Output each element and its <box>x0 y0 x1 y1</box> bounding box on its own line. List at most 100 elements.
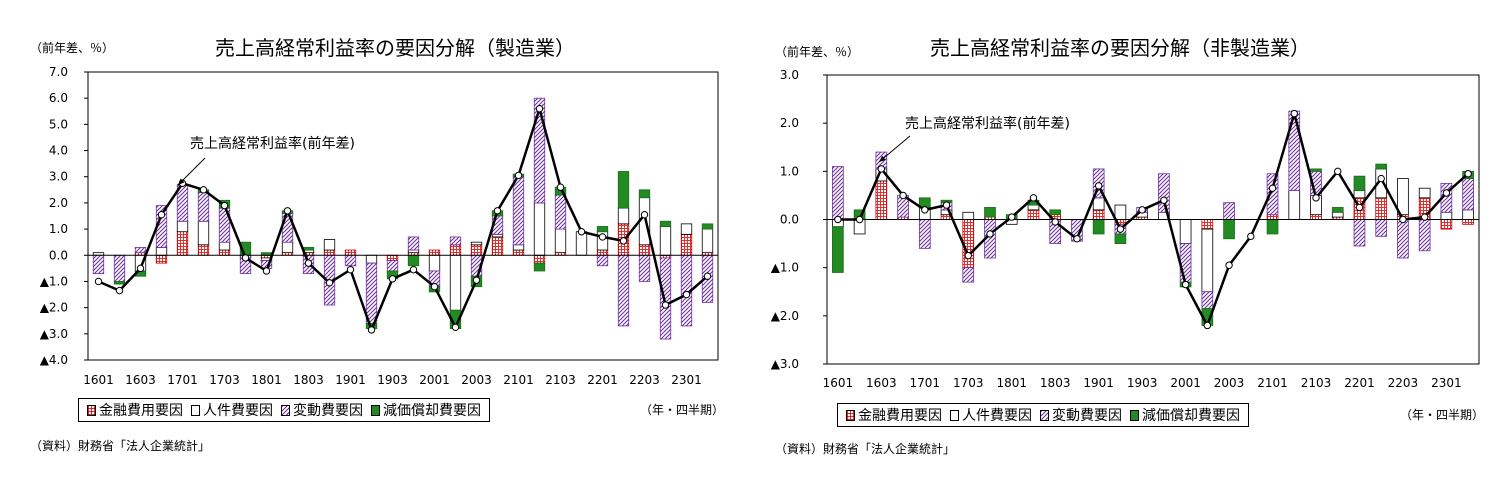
legend-swatch-finance <box>846 409 855 421</box>
x-tick-label: 2201 <box>587 373 618 387</box>
line-point <box>388 275 397 283</box>
bar-labor <box>1179 219 1192 244</box>
y-axis-unit: （前年差、％） <box>775 45 860 59</box>
line-point <box>899 191 907 200</box>
bar-depreciation <box>1092 219 1105 235</box>
line-point <box>115 286 124 295</box>
line-point <box>241 254 250 262</box>
line-point <box>304 259 313 267</box>
bar-variable <box>512 176 525 246</box>
y-tick-label: 4.0 <box>49 144 68 158</box>
x-tick-label: 2101 <box>1257 376 1288 390</box>
x-tick-label: 1601 <box>83 373 114 387</box>
legend-label-labor: 人件費要因 <box>962 408 1032 424</box>
x-tick-label: 1701 <box>910 376 941 390</box>
bar-labor <box>1331 211 1344 218</box>
bar-labor <box>680 223 693 235</box>
line-point <box>346 265 355 274</box>
bar-variable <box>197 192 210 222</box>
bar-finance <box>638 244 651 256</box>
line-point <box>1051 218 1059 226</box>
bar-variable <box>1418 219 1431 252</box>
line-point <box>1290 109 1298 118</box>
legend-swatch-variable <box>1040 409 1049 421</box>
bar-variable <box>638 254 651 282</box>
bar-variable <box>596 254 609 267</box>
bar-finance <box>470 244 483 256</box>
source-note: （資料）財務省「法人企業統計」 <box>775 442 956 456</box>
x-tick-label: 1601 <box>823 376 854 390</box>
bar-finance <box>449 244 462 256</box>
line-point <box>1181 280 1190 289</box>
bar-depreciation <box>596 226 609 233</box>
legend-label-finance: 金融費用要因 <box>99 403 183 419</box>
bar-depreciation <box>1266 219 1279 235</box>
line-point <box>325 279 334 287</box>
legend-item-labor: 人件費要因 <box>191 400 273 420</box>
bar-labor <box>1397 178 1409 216</box>
x-tick-label: 2103 <box>1301 376 1332 390</box>
bar-labor <box>1353 190 1366 199</box>
x-tick-label: 1901 <box>335 373 366 387</box>
bar-labor <box>617 207 630 225</box>
line-point <box>1464 170 1472 178</box>
x-tick-label: 2001 <box>1170 376 1201 390</box>
line-point <box>514 171 523 180</box>
chart-plot-area: 7.0 6.0 5.0 4.0 3.0 2.0 1.0 0.0 ▲1.0 ▲2.0 ▲3.0 ▲4.0… <box>40 65 719 387</box>
x-tick-label: 2003 <box>1214 376 1245 390</box>
bar-variable <box>832 166 844 220</box>
bar-depreciation <box>1223 219 1235 240</box>
bar-depreciation <box>659 220 672 227</box>
bar-variable <box>1462 178 1474 211</box>
bar-variable <box>1266 173 1279 216</box>
bar-labor <box>197 220 210 246</box>
bar-variable <box>449 236 462 246</box>
bar-variable <box>1158 173 1170 213</box>
bar-variable <box>1179 243 1192 283</box>
bar-labor <box>1462 209 1474 220</box>
x-tick-label: 1703 <box>953 376 984 390</box>
plot-frame <box>87 71 719 361</box>
y-tick-label: 2.0 <box>780 116 799 130</box>
line-point <box>964 251 972 260</box>
chart-legend: 金融費用要因 人件費要因 変動費要因 減価償却費要因 <box>837 403 1249 427</box>
line-point <box>921 206 929 214</box>
bar-finance <box>386 254 399 261</box>
bar-depreciation <box>1049 209 1062 216</box>
bar-finance <box>533 254 546 264</box>
line-point <box>640 210 649 219</box>
x-axis-unit: （年・四半期） <box>1400 408 1485 422</box>
line-point <box>1008 213 1016 221</box>
bar-finance <box>1462 219 1474 225</box>
bar-finance <box>491 236 504 256</box>
y-tick-label: 3.0 <box>49 170 68 184</box>
bar-finance <box>680 233 693 256</box>
bar-variable <box>533 97 546 204</box>
bar-labor <box>1027 204 1040 211</box>
y-tick-label: 6.0 <box>49 91 68 105</box>
x-tick-label: 1801 <box>251 373 282 387</box>
legend-swatch-depreciation <box>371 404 380 416</box>
y-tick-label: 1.0 <box>780 164 799 178</box>
x-tick-label: 2203 <box>629 373 660 387</box>
bar-labor <box>218 241 231 251</box>
bar-labor <box>1440 211 1453 220</box>
x-tick-label: 1703 <box>209 373 240 387</box>
bar-finance <box>323 249 336 256</box>
bar-depreciation <box>701 223 714 230</box>
line-point <box>1138 206 1146 214</box>
y-tick-label: 5.0 <box>49 117 68 131</box>
legend-label-depreciation: 減価償却費要因 <box>383 403 481 419</box>
y-tick-label: 7.0 <box>49 65 68 79</box>
x-tick-label: 2103 <box>545 373 576 387</box>
line-point <box>661 301 670 309</box>
annotation-label: 売上高経常利益率(前年差) <box>905 115 1070 132</box>
x-tick-label: 1701 <box>167 373 198 387</box>
bar-labor <box>962 211 975 220</box>
bar-depreciation <box>1353 175 1366 191</box>
bar-variable <box>92 254 105 274</box>
bar-depreciation <box>533 262 546 272</box>
line-point <box>986 230 994 238</box>
line-point <box>1116 225 1125 233</box>
line-point <box>451 323 460 331</box>
